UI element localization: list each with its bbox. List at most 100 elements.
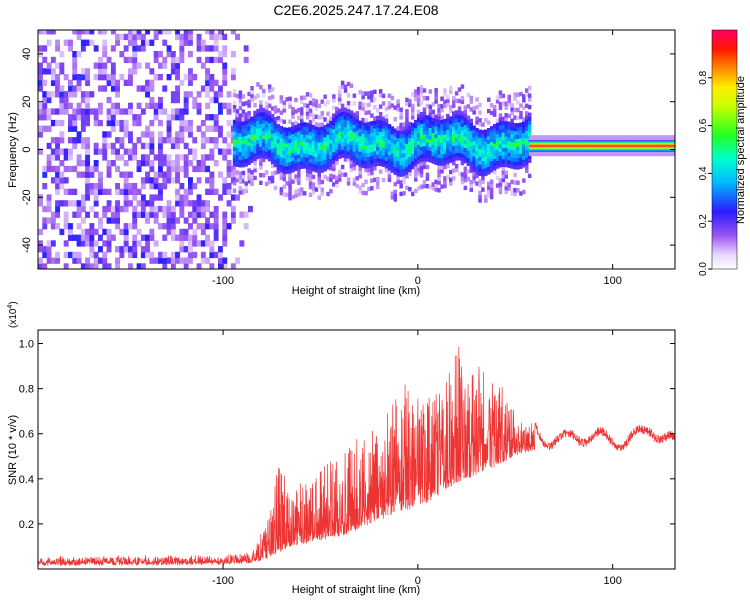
spectrogram-cell xyxy=(449,120,453,125)
spectrogram-cell xyxy=(270,117,275,123)
spectrogram-cell xyxy=(428,127,433,132)
spectrogram-cell xyxy=(414,162,418,167)
spectrogram-cell xyxy=(613,148,618,150)
spectrogram-cell xyxy=(402,141,406,146)
spectrogram-cell xyxy=(555,147,559,149)
spectrogram-cell xyxy=(291,145,295,150)
y-tick-label: 40 xyxy=(21,48,33,60)
spectrogram-cell xyxy=(631,136,635,138)
spectrogram-cell xyxy=(469,179,473,185)
spectrogram-cell xyxy=(63,188,69,195)
spectrogram-cell xyxy=(387,170,392,175)
spectrogram-cell xyxy=(80,137,86,144)
spectrogram-cell xyxy=(593,139,597,142)
snr-panel: -100 0 100 0.20.40.60.81.0 Height of strai… xyxy=(7,301,676,596)
spectrogram-cell xyxy=(463,158,468,164)
spectrogram-cell xyxy=(504,185,508,191)
spectrogram-cell xyxy=(507,140,511,145)
spectrogram-cell xyxy=(572,145,577,148)
spectrogram-cell xyxy=(534,141,539,144)
spectrogram-cell xyxy=(338,143,342,148)
spectrogram-cell xyxy=(98,102,103,109)
spectrogram-cell xyxy=(619,148,623,150)
spectrogram-cell xyxy=(102,131,108,138)
spectrogram-cell xyxy=(247,91,251,97)
spectrogram-cell xyxy=(657,145,661,148)
spectrogram-cell xyxy=(93,119,99,127)
spectrogram-cell xyxy=(209,30,215,35)
spectrogram-cell xyxy=(205,223,210,230)
spectrogram-cell xyxy=(38,30,43,35)
spectrogram-cell xyxy=(422,107,427,112)
spectrogram-cell xyxy=(132,240,138,247)
spectrogram-cell xyxy=(119,246,125,253)
spectrogram-cell xyxy=(291,122,295,127)
spectrogram-cell xyxy=(443,126,447,131)
spectrogram-cell xyxy=(364,133,368,138)
spectrogram-cell xyxy=(466,146,471,151)
spectrogram-cell xyxy=(575,144,580,147)
spectrogram-cell xyxy=(569,144,574,147)
spectrogram-cell xyxy=(469,149,473,154)
spectrogram-cell xyxy=(297,176,301,182)
spectrogram-cell xyxy=(452,130,456,135)
spectrogram-cell xyxy=(405,120,409,125)
spectrogram-cell xyxy=(59,91,65,98)
spectrogram-cell xyxy=(440,142,444,147)
spectrogram-cell xyxy=(443,103,447,108)
spectrogram-cell xyxy=(469,107,473,112)
spectrogram-cell xyxy=(279,145,284,150)
spectrogram-cell xyxy=(552,140,556,143)
spectrogram-cell xyxy=(188,240,193,247)
spectrogram-cell xyxy=(346,181,351,186)
spectrogram-cell xyxy=(513,138,517,143)
spectrogram-cell xyxy=(291,129,295,135)
spectrogram-cell xyxy=(367,186,371,192)
spectrogram-cell xyxy=(504,147,508,152)
spectrogram-cell xyxy=(566,148,571,150)
spectrogram-cell xyxy=(46,165,52,173)
spectrogram-cell xyxy=(166,74,172,81)
spectrogram-cell xyxy=(393,189,397,195)
spectrogram-cell xyxy=(631,154,635,157)
spectrogram-cell xyxy=(431,117,435,122)
spectrogram-cell xyxy=(230,217,236,224)
spectrogram-cell xyxy=(238,90,243,95)
spectrogram-cell xyxy=(364,110,368,116)
spectrogram-cell xyxy=(346,120,351,125)
spectrogram-cell xyxy=(80,68,86,75)
spectrogram-cell xyxy=(335,156,339,161)
spectrogram-cell xyxy=(230,263,236,269)
spectrogram-cell xyxy=(578,144,583,147)
spectrogram-cell xyxy=(158,165,163,173)
spectrogram-cell xyxy=(364,118,368,123)
spectrogram-cell xyxy=(625,148,629,150)
spectrogram-cell xyxy=(440,184,444,189)
spectrogram-cell xyxy=(593,148,597,150)
spectrogram-cell xyxy=(414,169,418,174)
spectrogram-cell xyxy=(162,177,168,184)
spectrogram-cell xyxy=(192,240,198,247)
spectrogram-cell xyxy=(128,148,133,155)
spectrogram-cell xyxy=(123,228,129,236)
spectrogram-cell xyxy=(98,85,103,92)
spectrogram-cell xyxy=(616,136,621,138)
spectrogram-cell xyxy=(399,134,403,139)
spectrogram-cell xyxy=(507,113,511,119)
spectrogram-cell xyxy=(326,149,330,155)
spectrogram-cell xyxy=(534,140,539,143)
spectrogram-cell xyxy=(320,111,324,116)
spectrogram-cell xyxy=(115,102,120,109)
spectrogram-cell xyxy=(549,150,553,152)
spectrogram-cell xyxy=(610,153,615,156)
spectrogram-cell xyxy=(183,91,189,98)
spectrogram-cell xyxy=(434,183,438,188)
spectrogram-cell xyxy=(264,116,269,122)
spectrogram-cell xyxy=(222,223,228,230)
spectrogram-cell xyxy=(510,137,514,143)
spectrogram-cell xyxy=(200,85,206,92)
spectrogram-cell xyxy=(575,153,580,156)
spectrogram-cell xyxy=(294,162,298,168)
spectrogram-cell xyxy=(625,138,629,141)
